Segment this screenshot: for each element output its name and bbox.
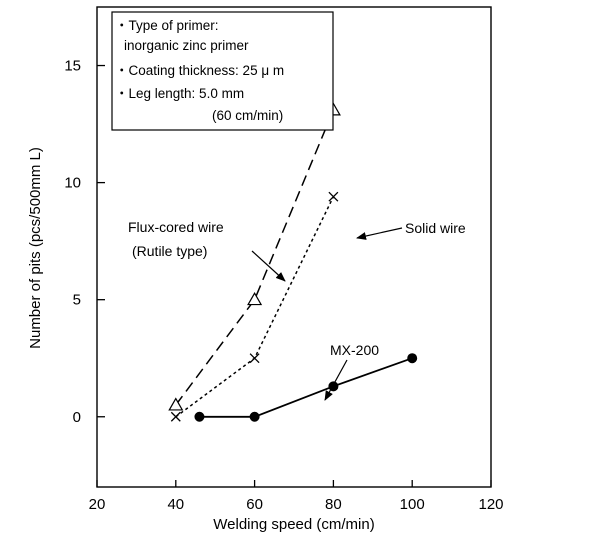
annotation-rutile-type: (Rutile type) [132,243,207,259]
y-axis-title: Number of pits (pcs/500mm L) [27,147,44,349]
data-point-triangle [247,291,263,306]
data-point-cross [170,411,181,422]
data-point-circle [249,411,260,422]
x-tick-label: 40 [167,496,184,513]
conditions-leg-length: ・Leg length: 5.0 mm [115,86,244,101]
data-point-triangle [168,397,184,411]
conditions-primer-type: ・Type of primer: [115,18,219,33]
data-point-circle [407,353,418,364]
x-tick-label: 100 [400,496,425,513]
y-tick-label: 10 [64,175,81,192]
series-line-triangle [175,109,335,406]
x-tick-label: 80 [325,496,342,513]
arrow-flux-cored [251,250,286,282]
annotation-solid-wire: Solid wire [405,220,466,236]
arrow-solid-wire [356,227,403,240]
annotation-flux-cored-wire: Flux-cored wire [128,219,224,235]
y-tick-label: 15 [64,58,81,75]
data-point-cross [249,353,260,364]
y-tick-label: 0 [73,409,81,426]
x-tick-label: 60 [246,496,263,513]
conditions-primer-name: inorganic zinc primer [124,38,249,53]
data-point-circle [194,411,205,422]
series-line-filled-circle [199,357,413,418]
arrow-mx-200 [324,359,348,401]
conditions-speed: (60 cm/min) [212,108,283,123]
x-tick-label: 120 [478,496,503,513]
x-tick-label: 20 [89,496,106,513]
annotation-mx-200: MX-200 [330,342,379,358]
conditions-coating-thickness: ・Coating thickness: 25 μ m [115,63,284,78]
y-tick-label: 5 [73,292,81,309]
plot-frame [96,6,492,488]
x-axis-title: Welding speed (cm/min) [213,516,374,533]
conditions-box [111,11,334,131]
data-point-cross [328,191,339,202]
